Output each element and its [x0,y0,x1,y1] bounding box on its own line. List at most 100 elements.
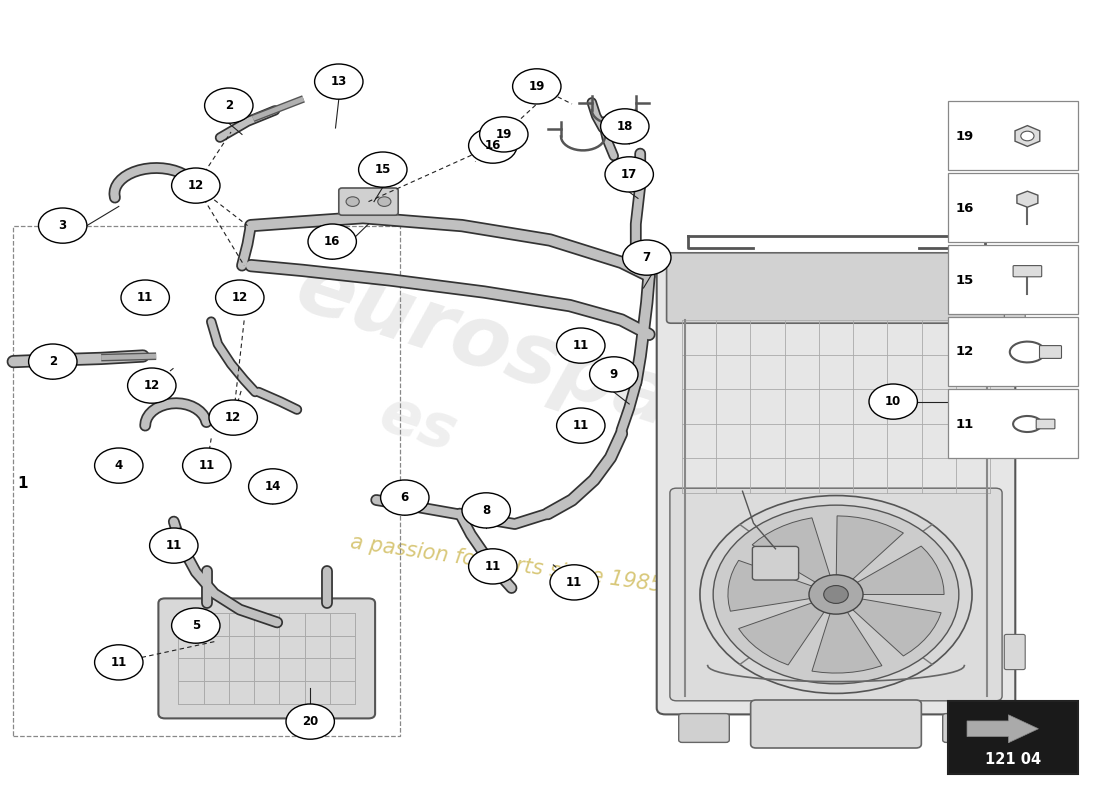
Circle shape [590,357,638,392]
Circle shape [216,280,264,315]
Polygon shape [1016,191,1038,207]
Text: 15: 15 [956,274,975,286]
Circle shape [824,586,848,603]
FancyBboxPatch shape [1004,306,1025,342]
Text: 19: 19 [956,130,975,142]
Text: es: es [372,384,464,464]
Circle shape [601,109,649,144]
Text: 2: 2 [48,355,57,368]
Bar [948,701,1078,774]
Polygon shape [967,714,1038,742]
Text: 16: 16 [956,202,975,214]
Circle shape [286,704,334,739]
Text: 11: 11 [573,419,588,432]
Circle shape [713,505,959,684]
Polygon shape [752,518,830,582]
Bar [948,173,1078,242]
Circle shape [205,88,253,123]
Circle shape [121,280,169,315]
FancyBboxPatch shape [750,700,922,748]
Polygon shape [1015,126,1040,146]
Circle shape [808,575,864,614]
Circle shape [209,400,257,435]
Text: 11: 11 [111,656,126,669]
Text: 11: 11 [573,339,588,352]
Text: 16: 16 [485,139,501,152]
Circle shape [462,493,510,528]
Circle shape [381,480,429,515]
Text: 11: 11 [956,418,975,430]
Circle shape [605,157,653,192]
Circle shape [172,168,220,203]
Circle shape [39,208,87,243]
Text: 9: 9 [609,368,618,381]
Text: 18: 18 [617,120,632,133]
Polygon shape [857,546,944,594]
Bar [948,317,1078,386]
Text: 8: 8 [482,504,491,517]
FancyBboxPatch shape [1036,419,1055,429]
Text: 17: 17 [621,168,637,181]
Circle shape [346,197,360,206]
Circle shape [469,128,517,163]
FancyBboxPatch shape [1013,266,1042,277]
Circle shape [359,152,407,187]
Circle shape [557,328,605,363]
Bar [948,389,1078,458]
Polygon shape [728,560,812,611]
FancyBboxPatch shape [667,253,1005,323]
Circle shape [172,608,220,643]
Text: 11: 11 [485,560,501,573]
Circle shape [513,69,561,104]
FancyBboxPatch shape [1004,634,1025,670]
Circle shape [128,368,176,403]
Circle shape [95,645,143,680]
Circle shape [377,197,390,206]
Circle shape [249,469,297,504]
FancyBboxPatch shape [657,254,1015,714]
Circle shape [623,240,671,275]
Polygon shape [738,603,824,665]
Text: 11: 11 [566,576,582,589]
Text: 12: 12 [226,411,241,424]
Text: 11: 11 [166,539,182,552]
Text: 13: 13 [331,75,346,88]
Text: 2: 2 [224,99,233,112]
Circle shape [29,344,77,379]
Text: 12: 12 [956,346,975,358]
Text: 16: 16 [324,235,340,248]
Circle shape [550,565,598,600]
Text: 7: 7 [642,251,651,264]
Text: 11: 11 [138,291,153,304]
Text: 121 04: 121 04 [984,752,1042,767]
Text: 1: 1 [18,477,29,491]
FancyBboxPatch shape [670,488,1002,701]
Circle shape [95,448,143,483]
Bar [948,245,1078,314]
FancyBboxPatch shape [339,188,398,215]
Text: a passion for parts since 1985: a passion for parts since 1985 [349,532,663,596]
FancyBboxPatch shape [679,714,729,742]
Text: 19: 19 [529,80,544,93]
Text: 14: 14 [265,480,280,493]
FancyBboxPatch shape [158,598,375,718]
Circle shape [183,448,231,483]
Text: eurospar: eurospar [286,246,726,458]
Text: 15: 15 [375,163,390,176]
FancyBboxPatch shape [1040,346,1062,358]
Circle shape [700,495,972,694]
Circle shape [557,408,605,443]
Bar [948,101,1078,170]
Text: 3: 3 [58,219,67,232]
Polygon shape [836,516,903,579]
Text: 12: 12 [232,291,248,304]
Text: 10: 10 [886,395,901,408]
FancyBboxPatch shape [752,546,799,580]
Text: 12: 12 [144,379,159,392]
Text: 20: 20 [302,715,318,728]
Text: 5: 5 [191,619,200,632]
Polygon shape [852,599,942,656]
Circle shape [869,384,917,419]
Circle shape [150,528,198,563]
Text: 19: 19 [496,128,512,141]
